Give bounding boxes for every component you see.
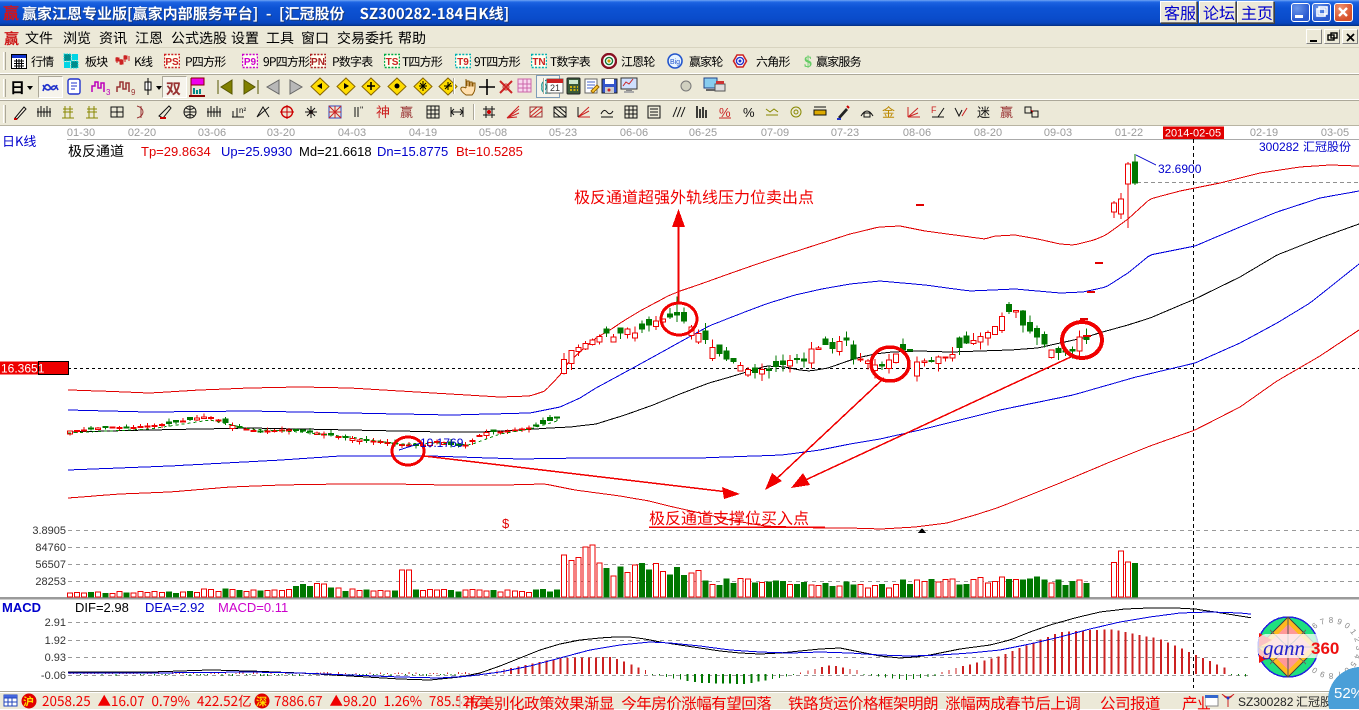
svg-text:8: 8 xyxy=(1329,616,1334,625)
svg-text:5: 5 xyxy=(1348,660,1358,669)
svg-text:03-20: 03-20 xyxy=(267,127,295,139)
svg-text:07-09: 07-09 xyxy=(761,127,789,139)
svg-text:2.91: 2.91 xyxy=(45,617,66,629)
svg-text:06-25: 06-25 xyxy=(689,127,717,139)
svg-text:PS: PS xyxy=(165,57,179,68)
svg-text:9: 9 xyxy=(1336,617,1344,627)
svg-text:01-22: 01-22 xyxy=(1115,127,1143,139)
svg-text:": " xyxy=(360,105,363,115)
svg-text:04-19: 04-19 xyxy=(409,127,437,139)
svg-text:7: 7 xyxy=(1319,617,1327,627)
svg-text:04-03: 04-03 xyxy=(338,127,366,139)
svg-text:52%: 52% xyxy=(1334,685,1359,702)
svg-text:F: F xyxy=(931,105,937,115)
svg-text:0: 0 xyxy=(1310,665,1319,675)
svg-text:02-20: 02-20 xyxy=(128,127,156,139)
svg-text:n²: n² xyxy=(239,106,246,115)
svg-text:56507: 56507 xyxy=(35,559,66,571)
svg-text:3: 3 xyxy=(1354,646,1359,651)
svg-text:PN: PN xyxy=(311,57,325,68)
svg-text:Tp=29.8634: Tp=29.8634 xyxy=(141,144,211,159)
svg-text:08-20: 08-20 xyxy=(974,127,1002,139)
svg-text:21: 21 xyxy=(550,83,560,93)
svg-text:4: 4 xyxy=(1352,653,1359,661)
svg-text:MACD=0.11: MACD=0.11 xyxy=(218,600,288,615)
svg-text:9: 9 xyxy=(1318,669,1326,679)
svg-text:2: 2 xyxy=(1352,636,1359,644)
svg-text:03-06: 03-06 xyxy=(198,127,226,139)
svg-text:02-19: 02-19 xyxy=(1250,127,1278,139)
svg-text:1: 1 xyxy=(1348,627,1358,636)
svg-text:Md=21.6618: Md=21.6618 xyxy=(299,144,372,159)
svg-text:T9: T9 xyxy=(457,57,469,68)
svg-text:DEA=2.92: DEA=2.92 xyxy=(145,600,205,615)
svg-text:Big: Big xyxy=(670,59,680,66)
svg-text:06-06: 06-06 xyxy=(620,127,648,139)
svg-text:84760: 84760 xyxy=(35,542,66,554)
svg-text:3: 3 xyxy=(106,88,111,96)
svg-text:16.3651: 16.3651 xyxy=(1,362,45,376)
svg-text:09-03: 09-03 xyxy=(1044,127,1072,139)
svg-text:Up=25.9930: Up=25.9930 xyxy=(221,144,292,159)
svg-text:gann: gann xyxy=(1263,636,1305,660)
svg-text:300282: 300282 xyxy=(1259,140,1299,154)
svg-text:05-23: 05-23 xyxy=(549,127,577,139)
svg-text:07-23: 07-23 xyxy=(831,127,859,139)
svg-text:%: % xyxy=(743,105,755,120)
svg-text:$: $ xyxy=(502,516,510,531)
svg-text:3.8905: 3.8905 xyxy=(32,525,66,537)
svg-text:32.6900: 32.6900 xyxy=(1158,162,1202,176)
svg-text:7: 7 xyxy=(1335,669,1343,679)
svg-text:2014-02-05: 2014-02-05 xyxy=(1165,128,1221,140)
svg-text:08-06: 08-06 xyxy=(903,127,931,139)
svg-text:9: 9 xyxy=(131,88,136,96)
svg-text:28253: 28253 xyxy=(35,576,66,588)
svg-text:8: 8 xyxy=(1328,671,1333,680)
svg-text:$: $ xyxy=(804,54,812,69)
svg-text:1.92: 1.92 xyxy=(45,635,66,647)
svg-text:-0.06: -0.06 xyxy=(41,670,66,682)
svg-text:0.93: 0.93 xyxy=(45,652,66,664)
svg-text:SZ300282: SZ300282 xyxy=(1238,695,1294,709)
svg-text:10.1769: 10.1769 xyxy=(420,436,464,450)
svg-text:360: 360 xyxy=(1311,639,1339,658)
svg-text:MACD: MACD xyxy=(2,600,41,615)
svg-text:TS: TS xyxy=(386,57,399,68)
svg-text:DIF=2.98: DIF=2.98 xyxy=(75,600,129,615)
svg-text:0: 0 xyxy=(1343,621,1352,631)
svg-text:01-30: 01-30 xyxy=(67,127,95,139)
svg-text:05-08: 05-08 xyxy=(479,127,507,139)
svg-text:Bt=10.5285: Bt=10.5285 xyxy=(456,144,523,159)
svg-text:%: % xyxy=(719,105,731,120)
svg-text:TN: TN xyxy=(532,57,545,68)
svg-text:Dn=15.8775: Dn=15.8775 xyxy=(377,144,448,159)
svg-text:6: 6 xyxy=(1310,621,1319,631)
svg-text:03-05: 03-05 xyxy=(1321,127,1349,139)
svg-text:P9: P9 xyxy=(244,57,257,68)
